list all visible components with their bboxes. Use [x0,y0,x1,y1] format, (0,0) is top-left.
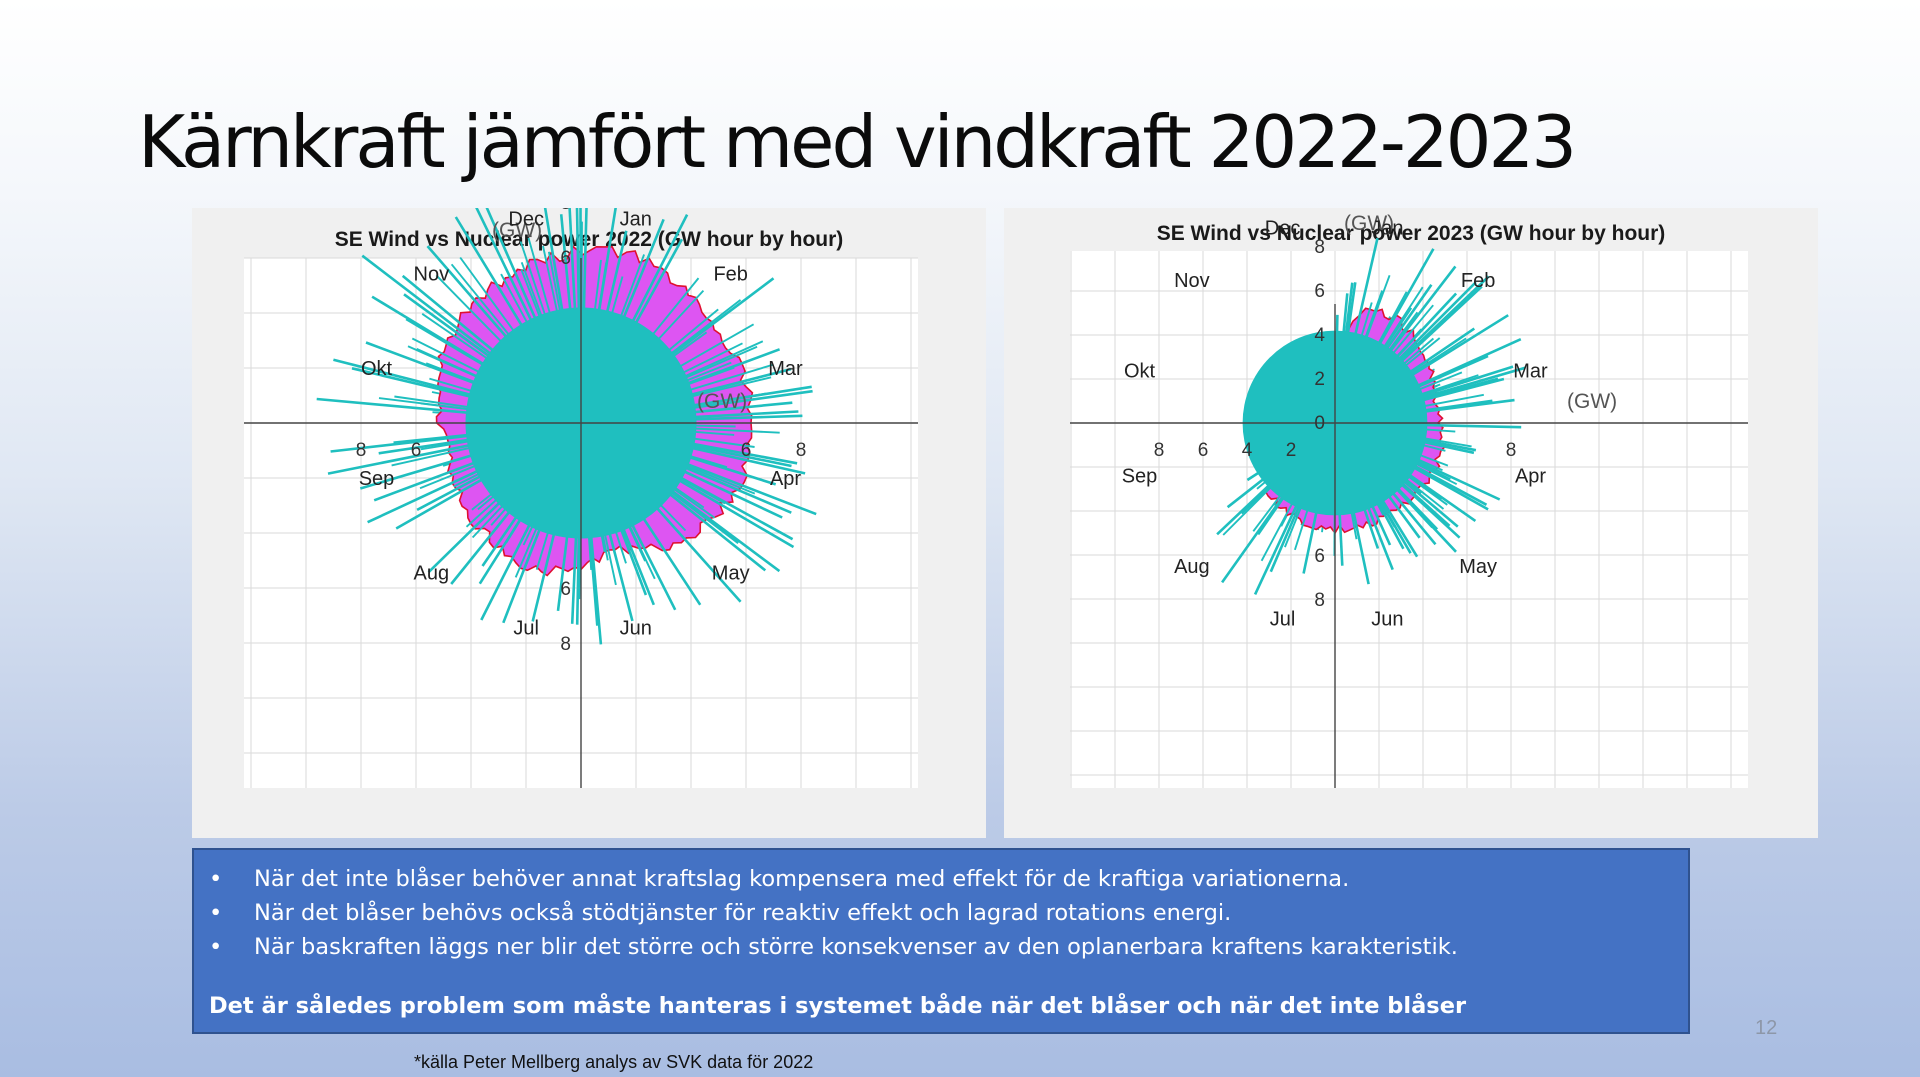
chart-panel-2022: SE Wind vs Nuclear power 2022 (GW hour b… [192,208,986,838]
month-label: Apr [770,468,801,490]
chart-panel-2023: SE Wind vs Nuclear power 2023 (GW hour b… [1004,208,1818,838]
radial-unit-label-right: (GW) [1567,390,1617,413]
bullet-symbol: • [209,934,223,960]
bullet-text: När baskraften läggs ner blir det större… [254,934,1458,960]
radial-tick-label: 8 [1314,237,1325,258]
bullet-text: När det blåser behövs också stödtjänster… [254,900,1232,926]
radial-unit-label-right: (GW) [697,390,747,413]
month-label: Feb [713,263,747,285]
radial-unit-label-top: (GW) [1344,212,1394,235]
radial-tick-label: 0 [1314,413,1325,434]
slide-title: Kärnkraft jämfört med vindkraft 2022-202… [138,100,1577,184]
bullet-list: • När det inte blåser behöver annat kraft… [194,850,1688,964]
radial-tick-label: 6 [1314,546,1325,567]
month-label: May [1459,556,1497,578]
month-label: Sep [359,468,395,490]
radial-tick-label: 6 [1314,281,1325,302]
radial-tick-label: 8 [560,634,571,655]
month-label: Sep [1122,465,1158,487]
slide-number: 12 [1755,1017,1778,1039]
month-label: Jul [1270,609,1296,631]
radial-tick-label: 6 [560,248,571,269]
bullet-item: • När det inte blåser behöver annat kraft… [194,862,1688,896]
radial-tick-label: 2 [1314,369,1325,390]
source-note: *källa Peter Mellberg analys av SVK data… [414,1052,814,1072]
bullet-item: • När baskraften läggs ner blir det störr… [194,930,1688,964]
bullet-text: När det inte blåser behöver annat krafts… [254,866,1350,892]
radial-tick-label: 8 [1314,590,1325,611]
radial-tick-label: 4 [1314,325,1325,346]
month-label: Mar [768,358,803,380]
month-label: Aug [1174,556,1210,578]
radial-tick-label: 8 [1506,440,1517,461]
radial-tick-label: 8 [796,440,807,461]
month-label: Feb [1461,270,1495,292]
month-label: Jun [1371,609,1403,631]
month-label: Dec [1265,218,1301,240]
radial-tick-label: 8 [560,208,571,214]
bullet-symbol: • [209,900,223,926]
radial-tick-label: 6 [741,440,752,461]
polar-chart-2023: SE Wind vs Nuclear power 2023 (GW hour b… [1070,212,1748,788]
bullet-item: • När det blåser behövs också stödtjänste… [194,896,1688,930]
bullet-symbol: • [209,866,223,892]
conclusion-text: Det är således problem som måste hantera… [209,993,1467,1019]
polar-chart-2022: SE Wind vs Nuclear power 2022 (GW hour b… [244,208,918,788]
month-label: Aug [414,563,450,585]
month-label: Jun [620,618,652,640]
radial-tick-label: 4 [1242,440,1253,461]
month-label: Nov [414,263,450,285]
month-label: Jul [513,618,539,640]
radial-tick-label: 8 [356,440,367,461]
radial-tick-label: 6 [411,440,422,461]
chart-title: SE Wind vs Nuclear power 2023 (GW hour b… [1157,222,1666,245]
radial-tick-label: 8 [1154,440,1165,461]
chart-title: SE Wind vs Nuclear power 2022 (GW hour b… [335,228,844,251]
radial-tick-label: 6 [1198,440,1209,461]
month-label: Mar [1513,361,1548,383]
month-label: Apr [1515,465,1546,487]
month-label: May [712,563,750,585]
month-label: Jan [1371,218,1403,240]
month-label: Okt [361,358,393,380]
summary-textbox: • När det inte blåser behöver annat kraft… [192,848,1690,1034]
radial-tick-label: 6 [560,579,571,600]
month-label: Okt [1124,361,1156,383]
radial-tick-label: 2 [1286,440,1297,461]
month-label: Dec [508,209,544,231]
radial-unit-label-top: (GW) [492,219,542,242]
month-label: Jan [620,209,652,231]
month-label: Nov [1174,270,1210,292]
